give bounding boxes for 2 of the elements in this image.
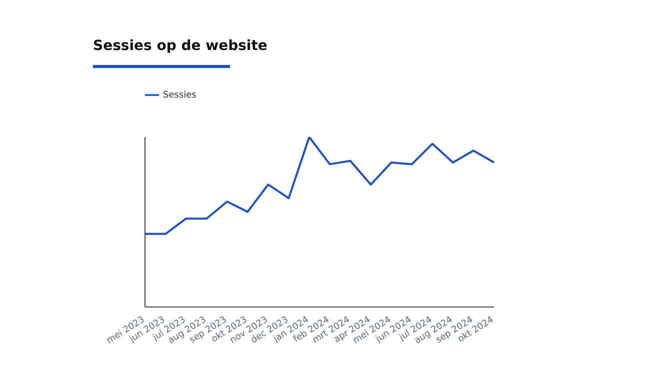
legend-label: Sessies [163,90,196,100]
chart-title: Sessies op de website [93,38,268,54]
